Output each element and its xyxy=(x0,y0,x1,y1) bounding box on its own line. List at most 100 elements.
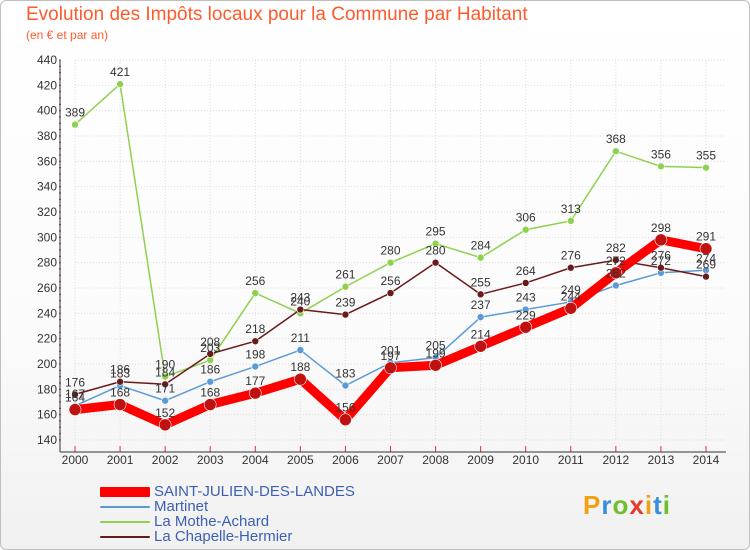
data-point xyxy=(161,396,169,405)
data-point xyxy=(251,337,260,346)
series-line-la-mothe-achard xyxy=(74,83,707,378)
data-label: 356 xyxy=(651,147,671,161)
data-label: 291 xyxy=(696,230,716,244)
data-point xyxy=(339,413,352,427)
data-label: 208 xyxy=(200,335,220,349)
data-label: 244 xyxy=(561,289,581,303)
data-point xyxy=(702,272,710,281)
data-point xyxy=(203,398,217,411)
data-point xyxy=(519,320,533,334)
data-label: 262 xyxy=(606,266,626,280)
data-point xyxy=(116,80,124,88)
legend-swatch xyxy=(100,536,150,538)
data-point xyxy=(657,162,665,171)
chart-title: Evolution des Impôts locaux pour la Comm… xyxy=(26,4,528,25)
data-point xyxy=(384,361,397,375)
data-label: 306 xyxy=(516,211,536,225)
x-tick-label: 2003 xyxy=(197,453,224,467)
x-tick-label: 2002 xyxy=(152,453,179,467)
y-tick-label: 240 xyxy=(37,306,57,320)
data-label: 205 xyxy=(426,339,446,353)
data-point xyxy=(431,239,440,248)
data-label: 280 xyxy=(426,244,446,258)
data-point xyxy=(158,418,172,432)
legend-label: Martinet xyxy=(154,498,209,515)
x-tick-label: 2009 xyxy=(467,453,494,467)
data-label: 190 xyxy=(155,358,175,372)
y-tick-label: 360 xyxy=(37,154,57,168)
x-tick-label: 2006 xyxy=(332,453,359,467)
data-point xyxy=(113,398,127,411)
data-label: 272 xyxy=(651,254,671,268)
data-point xyxy=(566,217,575,225)
y-tick-label: 280 xyxy=(37,256,57,270)
data-label: 186 xyxy=(200,363,220,377)
y-tick-label: 180 xyxy=(37,382,57,396)
logo-letter: i xyxy=(662,490,671,520)
data-label: 184 xyxy=(155,365,175,379)
legend-swatch xyxy=(100,487,150,497)
data-label: 276 xyxy=(561,249,581,263)
data-label: 256 xyxy=(380,274,400,288)
data-point xyxy=(294,372,307,386)
data-label: 183 xyxy=(335,367,355,381)
data-point xyxy=(206,350,215,358)
data-point xyxy=(161,372,169,381)
data-label: 188 xyxy=(290,360,310,374)
logo-letter: x xyxy=(629,490,645,520)
proxiti-logo: Proxiti xyxy=(583,490,671,521)
logo-letter: P xyxy=(583,490,602,520)
data-point xyxy=(68,403,82,416)
y-tick-label: 260 xyxy=(37,281,57,295)
logo-letter: o xyxy=(612,490,630,520)
data-label: 276 xyxy=(651,249,671,263)
data-label: 313 xyxy=(561,202,581,216)
data-point xyxy=(386,289,395,297)
data-label: 256 xyxy=(245,274,265,288)
data-label: 156 xyxy=(335,401,355,415)
data-point xyxy=(521,225,530,234)
data-label: 152 xyxy=(155,406,175,420)
x-tick-label: 2013 xyxy=(648,453,675,467)
data-point xyxy=(251,289,260,297)
y-tick-label: 160 xyxy=(37,408,57,422)
legend-swatch xyxy=(100,506,150,508)
data-label: 201 xyxy=(380,344,400,358)
y-tick-label: 200 xyxy=(37,357,57,371)
y-tick-label: 320 xyxy=(37,205,57,219)
x-tick-label: 2001 xyxy=(107,453,134,467)
data-point xyxy=(429,358,442,372)
data-point xyxy=(341,282,350,291)
logo-letter: r xyxy=(601,490,613,520)
x-tick-label: 2005 xyxy=(287,453,314,467)
data-point xyxy=(612,147,620,155)
data-label: 255 xyxy=(471,275,491,289)
data-label: 176 xyxy=(65,375,85,389)
y-tick-label: 220 xyxy=(37,332,57,346)
data-point xyxy=(248,386,262,400)
data-point xyxy=(564,301,578,315)
x-tick-label: 2012 xyxy=(603,453,630,467)
data-point xyxy=(699,242,713,256)
x-tick-label: 2000 xyxy=(62,453,89,467)
x-tick-label: 2007 xyxy=(377,453,404,467)
logo-letter: t xyxy=(653,490,663,520)
data-label: 269 xyxy=(696,258,716,272)
data-label: 218 xyxy=(245,322,265,336)
data-point xyxy=(71,390,79,399)
data-label: 214 xyxy=(471,327,491,341)
data-point xyxy=(521,279,530,287)
data-point xyxy=(341,381,350,390)
data-label: 199 xyxy=(426,346,446,360)
data-label: 272 xyxy=(606,254,626,268)
data-label: 168 xyxy=(200,386,220,400)
data-label: 249 xyxy=(561,283,581,297)
y-tick-label: 420 xyxy=(37,78,57,92)
data-label: 243 xyxy=(290,291,310,305)
y-tick-label: 440 xyxy=(37,53,57,67)
data-point xyxy=(612,281,620,290)
data-label: 198 xyxy=(245,348,265,362)
data-point xyxy=(116,377,124,386)
data-point xyxy=(702,163,710,172)
x-tick-label: 2004 xyxy=(242,453,269,467)
